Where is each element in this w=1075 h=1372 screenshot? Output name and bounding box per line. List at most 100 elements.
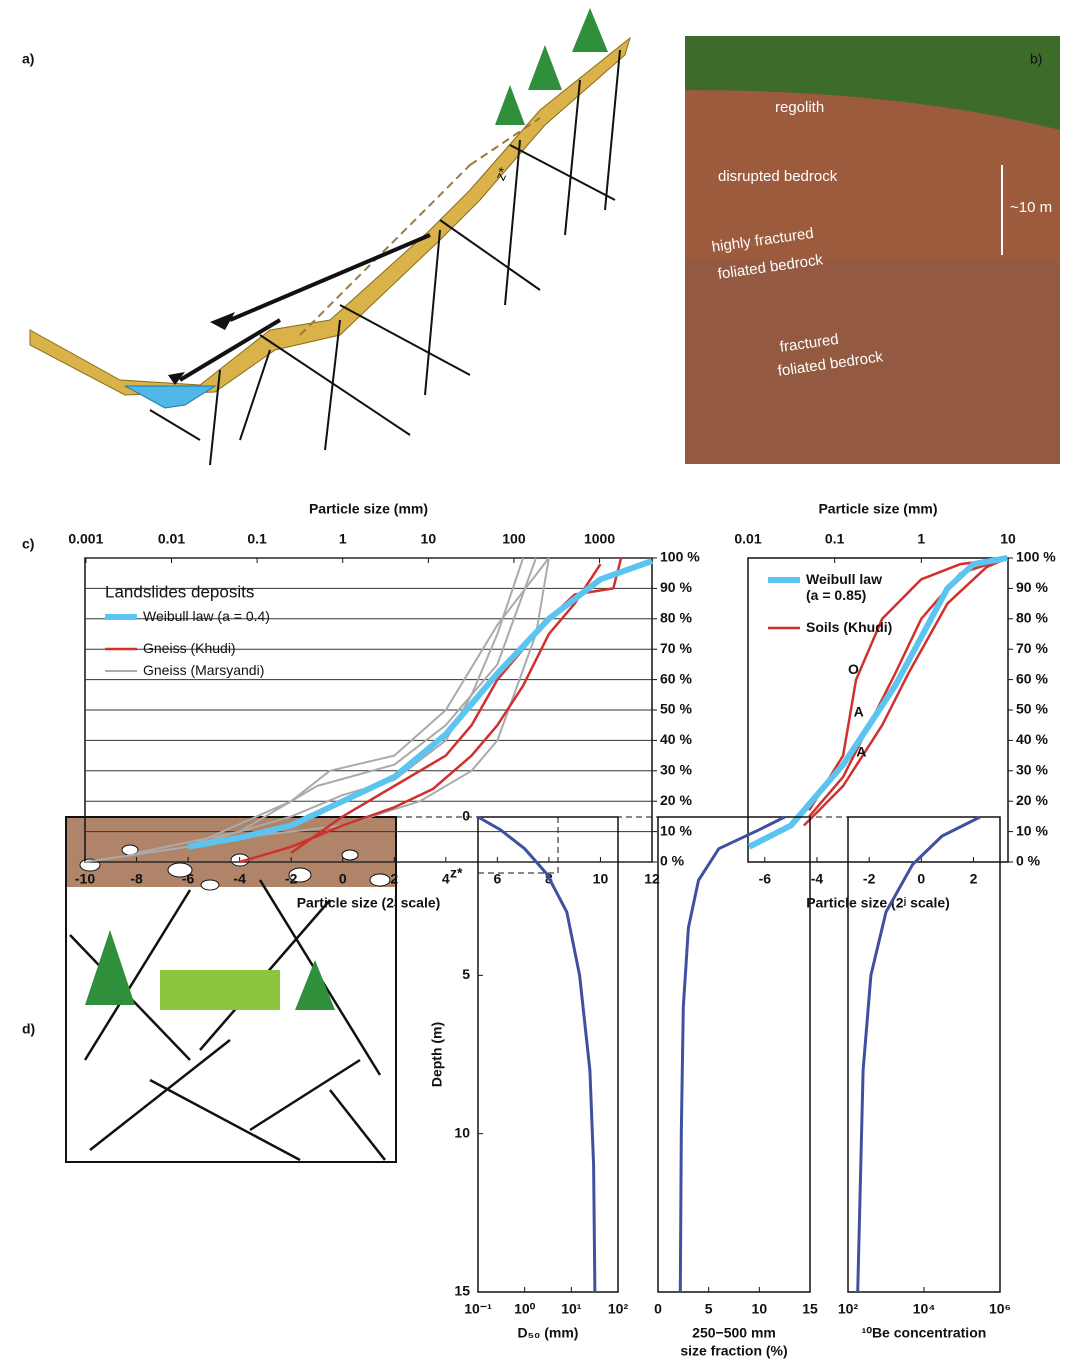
x2-tick-label: 0.001	[68, 531, 103, 547]
panel-label: b)	[1030, 51, 1042, 67]
y-tick-label: 0 %	[1016, 853, 1041, 869]
y-tick-label: 60 %	[660, 670, 692, 686]
x-axis-title: ¹⁰Be concentration	[862, 1325, 987, 1341]
x2-tick-label: 1	[339, 531, 347, 547]
x2-axis-title: Particle size (mm)	[818, 501, 937, 517]
y-tick-label: 30 %	[660, 762, 692, 778]
y-tick-label: 40 %	[660, 731, 692, 747]
y-tick-label: 10 %	[1016, 822, 1048, 838]
x-tick-label: 10⁻¹	[464, 1301, 492, 1317]
data-line	[187, 557, 550, 848]
y-tick-label: 60 %	[1016, 670, 1048, 686]
x-tick-label: 2	[390, 871, 398, 887]
x-tick-label: 0	[339, 871, 347, 887]
data-line	[477, 815, 597, 1293]
plot-frame	[847, 816, 1001, 1293]
x-tick-label: 10⁰	[514, 1301, 536, 1317]
x2-tick-label: 1	[917, 531, 925, 547]
y-tick-label: 100 %	[660, 549, 700, 565]
slope-illustration	[29, 8, 631, 466]
x-axis-title: D₅₀ (mm)	[518, 1325, 579, 1341]
legend-label-line: (a = 0.85)	[806, 587, 866, 603]
x-tick-label: -10	[75, 871, 95, 887]
y-tick-label: 15	[454, 1283, 470, 1299]
y-tick-label: 10	[454, 1124, 470, 1140]
x-tick-label: 0	[917, 871, 925, 887]
data-line	[803, 556, 1008, 827]
data-line	[239, 557, 550, 839]
x2-tick-label: 0.1	[825, 531, 845, 547]
x-tick-label: -4	[233, 871, 246, 887]
annotation: A	[856, 743, 866, 759]
panel-label: c)	[22, 536, 34, 552]
y-tick-label: 70 %	[660, 640, 692, 656]
y-tick-label: 20 %	[1016, 792, 1048, 808]
data-line	[808, 556, 1008, 811]
legend-label: Gneiss (Khudi)	[143, 640, 236, 656]
y-axis-title: Depth (m)	[429, 1022, 445, 1087]
legend-title: Landslides deposits	[105, 582, 254, 601]
y-tick-label: 100 %	[1016, 549, 1056, 565]
x2-tick-label: 10	[421, 531, 437, 547]
legend-label-line: Soils (Khudi)	[806, 619, 892, 635]
y-tick-label: 10 %	[660, 822, 692, 838]
panel-label: a)	[22, 51, 34, 67]
plot-frame	[477, 816, 619, 1293]
photo-label: regolith	[775, 99, 824, 116]
x-tick-label: -2	[285, 871, 298, 887]
x-tick-label: -4	[811, 871, 824, 887]
legend-label: Weibull law (a = 0.85)	[806, 571, 882, 603]
y-tick-label: 50 %	[1016, 701, 1048, 717]
data-line	[856, 815, 981, 1293]
x-tick-label: 15	[802, 1301, 818, 1317]
x-tick-label: 10²	[838, 1301, 859, 1317]
y-tick-label: 5	[462, 966, 470, 982]
data-line	[136, 557, 537, 854]
y-tick-label: 80 %	[660, 610, 692, 626]
data-line	[187, 558, 654, 850]
y-tick-label: 80 %	[1016, 610, 1048, 626]
photo	[685, 36, 1060, 464]
plot-frame	[657, 816, 811, 1293]
y-tick-label: 0	[462, 808, 470, 824]
x-tick-label: 10²	[608, 1301, 629, 1317]
x-tick-label: 10¹	[561, 1301, 582, 1317]
x2-tick-label: 100	[502, 531, 526, 547]
x2-tick-label: 0.01	[158, 531, 185, 547]
x-tick-label: -8	[130, 871, 143, 887]
x2-axis-title: Particle size (mm)	[309, 501, 428, 517]
y-tick-label: 0 %	[660, 853, 685, 869]
x-tick-label: 10⁶	[989, 1301, 1011, 1317]
annotation: O	[848, 661, 859, 677]
y-tick-label: 50 %	[660, 701, 692, 717]
scale-label: ~10 m	[1010, 199, 1052, 216]
x-tick-label: -2	[863, 871, 876, 887]
x-tick-label: 12	[644, 871, 660, 887]
x-axis-title: 250−500 mm	[692, 1325, 776, 1341]
y-tick-label: 40 %	[1016, 731, 1048, 747]
annotation: A	[854, 704, 864, 720]
legend-label: Gneiss (Marsyandi)	[143, 662, 264, 678]
annotation: z*	[450, 865, 463, 881]
legend-label-line: Weibull law	[806, 571, 882, 587]
x-tick-label: 10	[593, 871, 609, 887]
x-tick-label: 10	[752, 1301, 768, 1317]
panel-label: d)	[22, 1021, 35, 1037]
x-tick-label: 5	[705, 1301, 713, 1317]
legend-label-line: Weibull law (a = 0.4)	[143, 608, 270, 624]
y-tick-label: 90 %	[660, 579, 692, 595]
x-axis-title: Particle size (2ʲ scale)	[806, 895, 950, 911]
y-tick-label: 70 %	[1016, 640, 1048, 656]
legend-label-line: Gneiss (Khudi)	[143, 640, 236, 656]
y-tick-label: 90 %	[1016, 579, 1048, 595]
data-line	[678, 815, 786, 1293]
x-tick-label: 0	[654, 1301, 662, 1317]
x2-tick-label: 0.1	[247, 531, 267, 547]
data-line	[239, 563, 602, 864]
x2-tick-label: 1000	[584, 531, 615, 547]
data-line	[747, 555, 1008, 850]
photo-label: disrupted bedrock	[718, 168, 838, 185]
soil-profile	[65, 816, 397, 1163]
y-tick-label: 30 %	[1016, 762, 1048, 778]
